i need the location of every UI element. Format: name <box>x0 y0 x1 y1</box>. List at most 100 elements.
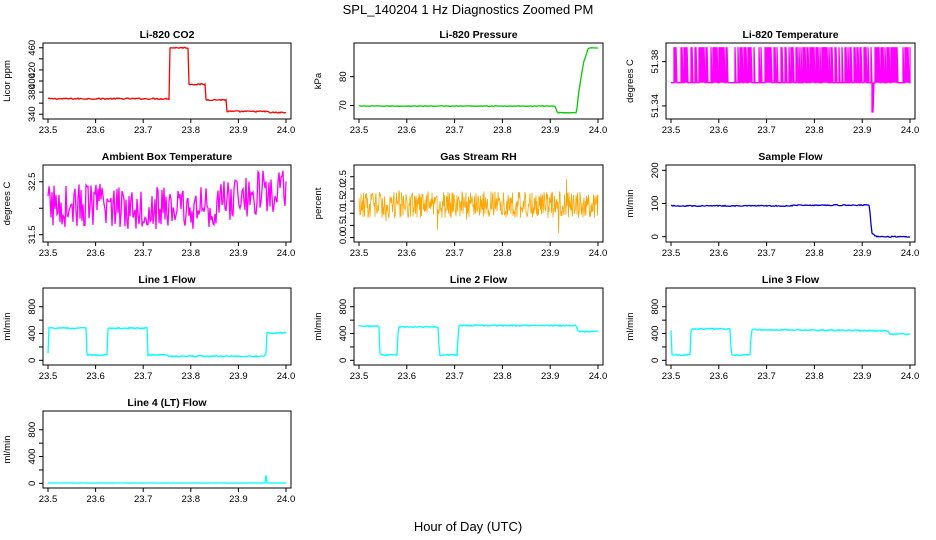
x-tick-label: 23.6 <box>398 248 417 259</box>
y-tick-label: 80 <box>338 71 349 82</box>
x-tick-label: 23.9 <box>541 371 560 382</box>
panel-title: Line 4 (LT) Flow <box>127 397 207 409</box>
y-axis-label: ml/min <box>313 313 324 341</box>
y-tick-label: 420 <box>27 62 38 78</box>
x-tick-label: 23.5 <box>350 125 369 136</box>
panel-line-1-flow: Line 1 Flow ml/min 23.5 23.6 23.7 23.8 23.9 24.… <box>2 274 295 382</box>
x-tick-label: 23.9 <box>229 248 248 259</box>
series-line <box>670 327 911 357</box>
y-tick-label: 70 <box>338 100 349 111</box>
x-tick-label: 23.9 <box>541 248 560 259</box>
x-tick-label: 23.8 <box>493 125 512 136</box>
x-tick-label: 23.5 <box>39 125 58 136</box>
series-line <box>48 475 287 484</box>
y-axis-label: degrees C <box>2 181 13 225</box>
series-line <box>671 47 911 113</box>
panel-title: Line 3 Flow <box>762 274 820 286</box>
panel-li-820-temperature: Li-820 Temperature degrees C 23.5 23.6 23.7 2… <box>625 29 919 136</box>
plot-frame <box>353 287 604 366</box>
panel-line-2-flow: Line 2 Flow ml/min 23.5 23.6 23.7 23.8 23.9 24.… <box>313 274 607 382</box>
x-tick-label: 24.0 <box>901 371 920 382</box>
y-tick-label: 100 <box>650 196 661 212</box>
y-tick-label: 400 <box>27 73 38 89</box>
x-tick-label: 23.6 <box>710 248 729 259</box>
panel-li-820-co2: Li-820 CO2 Licor ppm 23.5 23.6 23.7 23.8 23.9 2… <box>2 29 295 136</box>
panel-title: Line 1 Flow <box>138 274 196 286</box>
y-tick-label: 0.0 <box>338 231 349 244</box>
x-tick-label: 23.8 <box>493 371 512 382</box>
x-tick-label: 23.6 <box>398 371 417 382</box>
plot-frame <box>42 410 292 489</box>
panel-title: Ambient Box Temperature <box>102 151 233 163</box>
panel-line-4-lt-flow: Line 4 (LT) Flow ml/min 23.5 23.6 23.7 23.8 23… <box>2 397 295 505</box>
x-tick-label: 23.5 <box>350 248 369 259</box>
x-tick-label: 23.5 <box>39 371 58 382</box>
figure-title: SPL_140204 1 Hz Diagnostics Zoomed PM <box>343 2 594 17</box>
plot-frame <box>353 164 604 243</box>
x-tick-label: 23.5 <box>662 248 681 259</box>
panel-ambient-box-temperature: Ambient Box Temperature degrees C 23.5 23.6… <box>2 151 295 259</box>
x-tick-label: 24.0 <box>277 125 296 136</box>
x-tick-label: 23.6 <box>86 248 105 259</box>
x-tick-label: 23.8 <box>805 371 824 382</box>
panel-title: Line 2 Flow <box>450 274 508 286</box>
y-tick-label: 800 <box>338 299 349 315</box>
series-line <box>358 47 599 114</box>
x-tick-label: 24.0 <box>589 125 608 136</box>
y-tick-label: 51.38 <box>650 50 661 74</box>
y-tick-label: 400 <box>338 326 349 342</box>
y-tick-label: 0 <box>650 234 661 239</box>
panel-title: Li-820 Temperature <box>742 29 838 41</box>
x-tick-label: 23.6 <box>398 125 417 136</box>
y-tick-label: 200 <box>650 162 661 178</box>
y-tick-label: 0 <box>650 358 661 363</box>
x-tick-label: 23.9 <box>229 371 248 382</box>
y-axis-label: ml/min <box>2 313 13 341</box>
x-tick-label: 23.9 <box>229 125 248 136</box>
y-tick-label: 0 <box>338 358 349 363</box>
y-tick-label: 32.5 <box>27 173 38 192</box>
panel-sample-flow: Sample Flow ml/min 23.5 23.6 23.7 23.8 23.9 24.… <box>625 151 919 259</box>
y-tick-label: 1.0 <box>338 207 349 220</box>
panel-title: Gas Stream RH <box>440 151 516 163</box>
x-tick-label: 23.7 <box>757 248 776 259</box>
y-axis-label: ml/min <box>625 190 636 218</box>
x-tick-label: 23.5 <box>662 125 681 136</box>
panel-title: Li-820 CO2 <box>140 29 195 41</box>
plot-frame <box>42 42 292 120</box>
x-tick-label: 23.7 <box>445 248 464 259</box>
x-tick-label: 23.8 <box>182 371 201 382</box>
y-tick-label: 2.5 <box>338 170 349 183</box>
x-tick-label: 23.5 <box>350 371 369 382</box>
y-tick-label: 380 <box>27 84 38 100</box>
x-tick-label: 23.9 <box>853 125 872 136</box>
panels: Li-820 CO2 Licor ppm 23.5 23.6 23.7 23.8 23.9 2… <box>2 29 919 505</box>
y-tick-label: 400 <box>27 449 38 465</box>
x-tick-label: 24.0 <box>589 248 608 259</box>
x-tick-label: 23.6 <box>710 371 729 382</box>
x-tick-label: 23.8 <box>182 125 201 136</box>
y-axis-label: ml/min <box>625 313 636 341</box>
x-tick-label: 23.6 <box>86 125 105 136</box>
series-line <box>359 324 599 358</box>
x-tick-label: 23.7 <box>757 125 776 136</box>
y-axis-label: percent <box>313 187 324 219</box>
x-tick-label: 23.8 <box>805 125 824 136</box>
x-tick-label: 23.7 <box>757 371 776 382</box>
x-tick-label: 24.0 <box>277 494 296 505</box>
plot-frame <box>665 287 916 366</box>
x-tick-label: 24.0 <box>901 125 920 136</box>
x-tick-label: 23.8 <box>182 494 201 505</box>
series-line <box>47 46 287 114</box>
x-tick-label: 23.9 <box>541 125 560 136</box>
y-tick-label: 800 <box>27 422 38 438</box>
plot-frame <box>665 42 916 120</box>
x-tick-label: 23.9 <box>853 248 872 259</box>
panel-line-3-flow: Line 3 Flow ml/min 23.5 23.6 23.7 23.8 23.9 24.… <box>625 274 919 382</box>
x-tick-label: 24.0 <box>277 371 296 382</box>
x-tick-label: 23.9 <box>853 371 872 382</box>
x-tick-label: 23.6 <box>86 494 105 505</box>
plot-frame <box>42 287 292 366</box>
x-tick-label: 23.6 <box>86 371 105 382</box>
